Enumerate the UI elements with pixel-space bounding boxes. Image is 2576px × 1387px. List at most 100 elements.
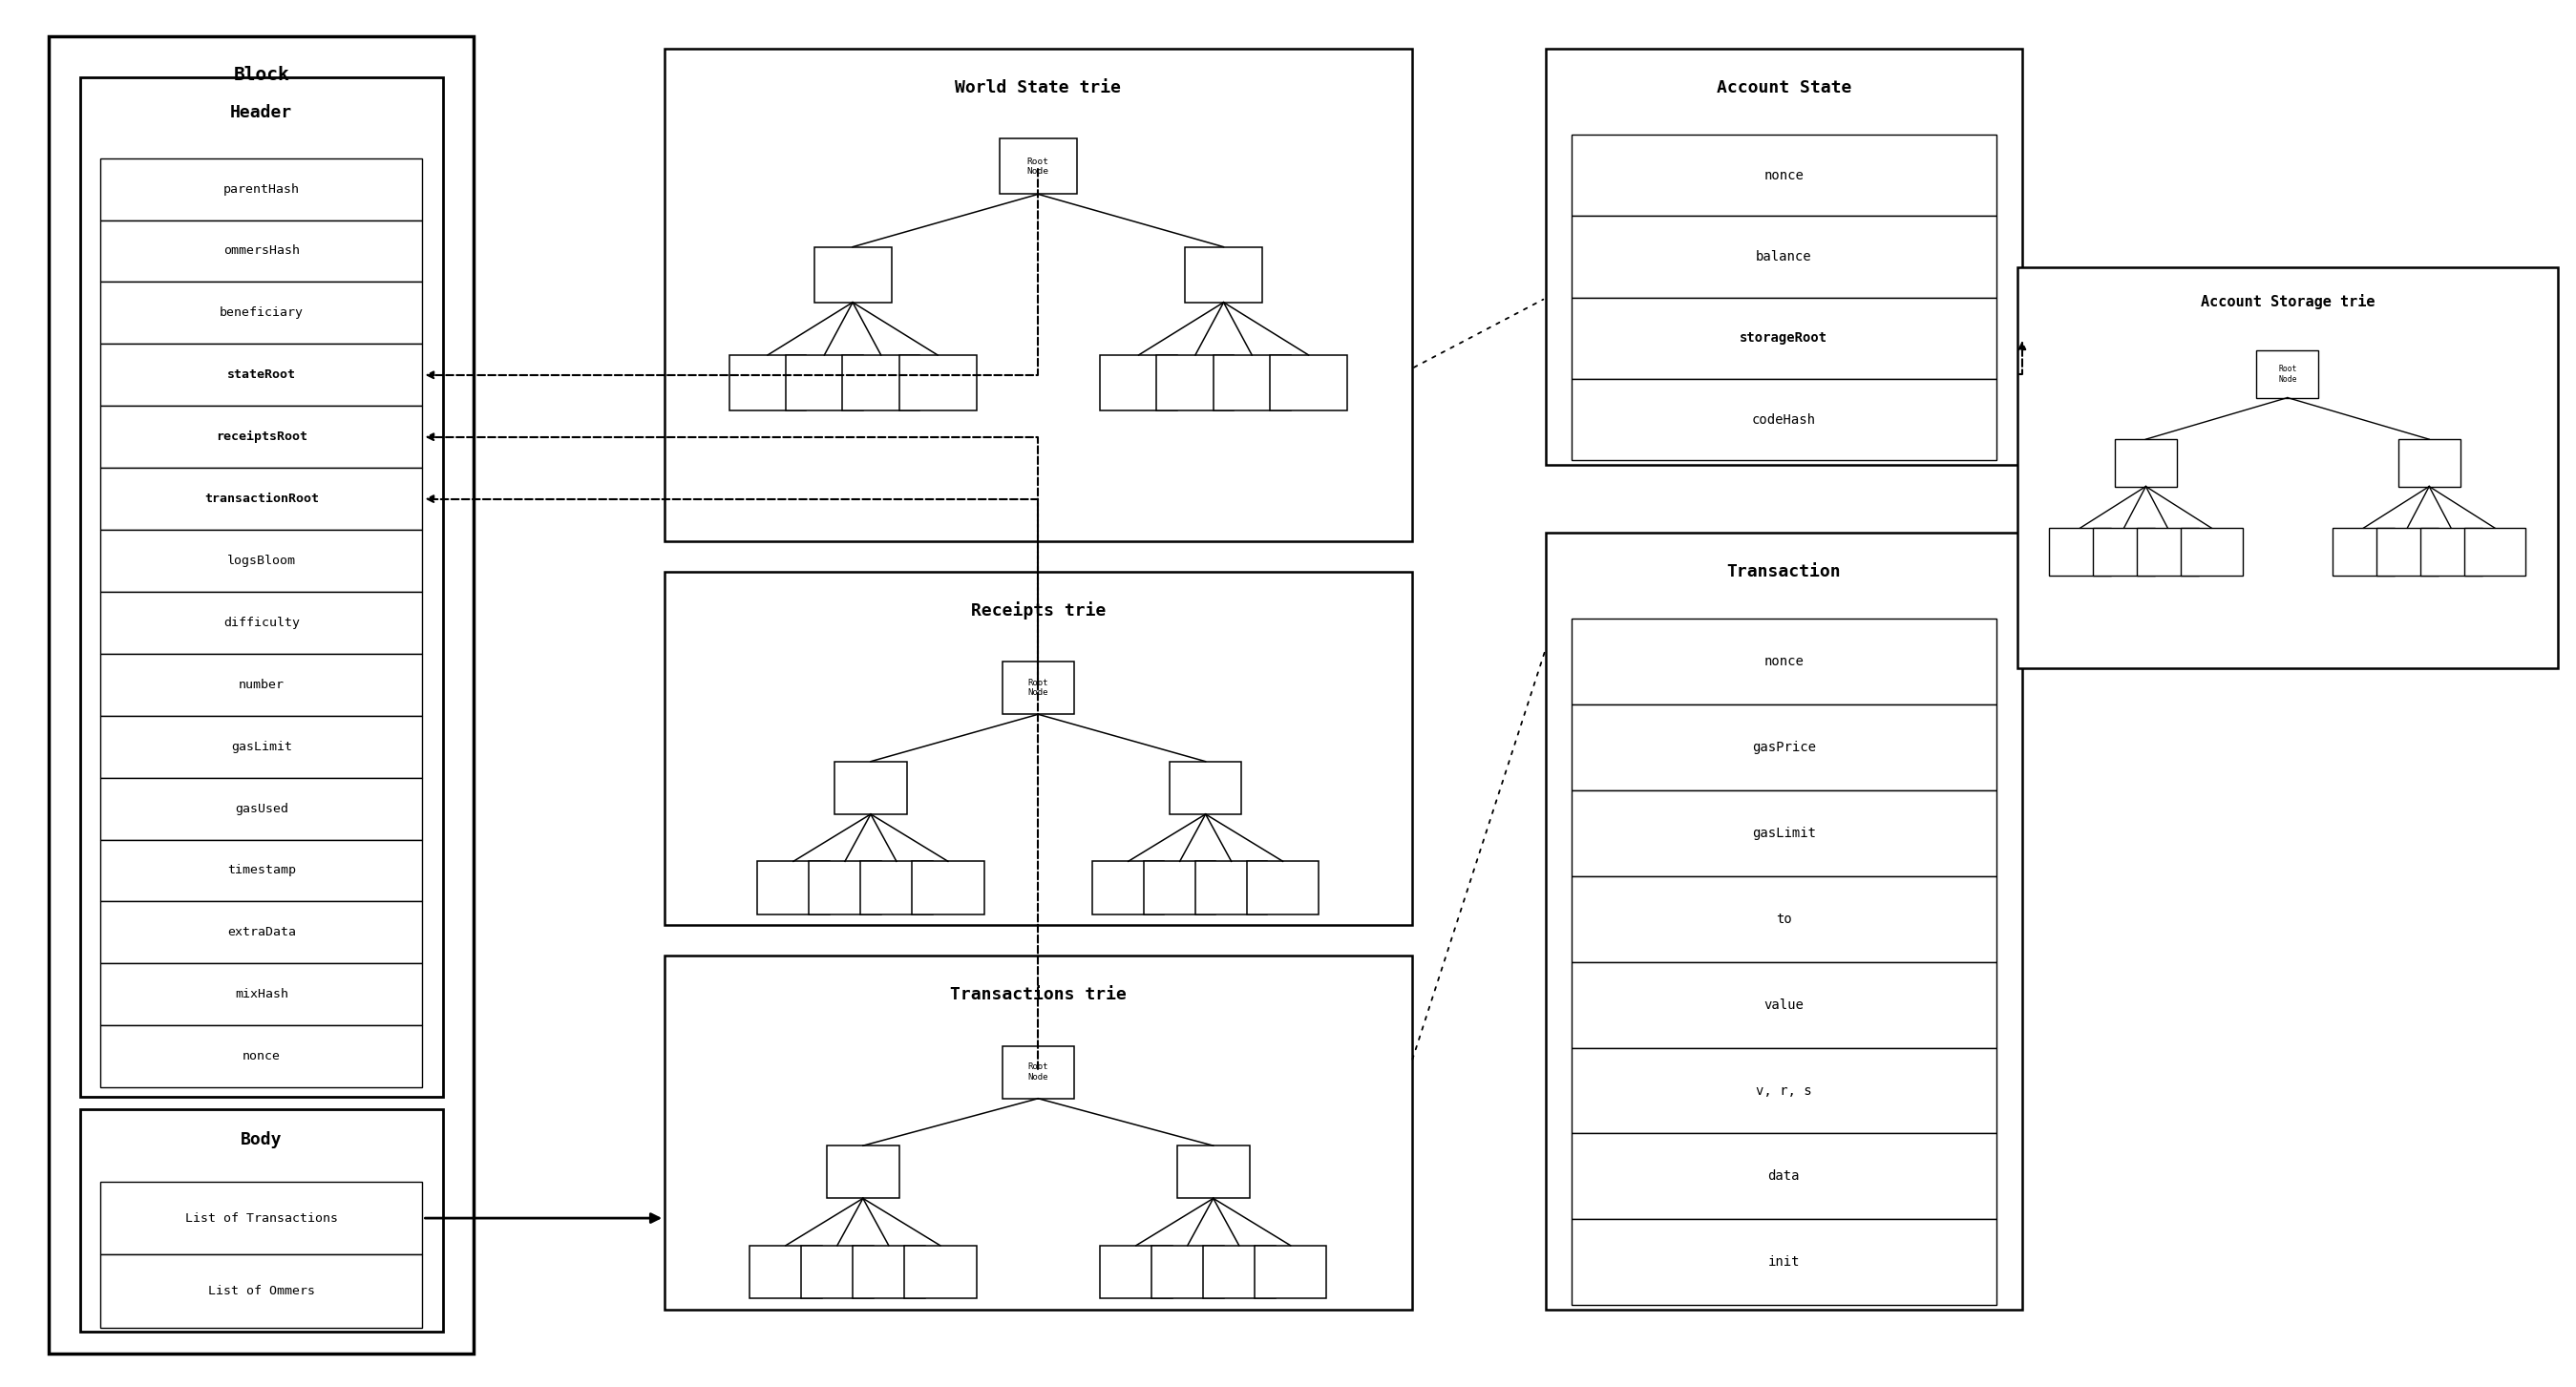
Text: Root
Node: Root Node <box>1028 1062 1048 1082</box>
FancyBboxPatch shape <box>2092 528 2154 576</box>
FancyBboxPatch shape <box>853 1246 925 1298</box>
FancyBboxPatch shape <box>100 653 422 716</box>
FancyBboxPatch shape <box>100 344 422 406</box>
FancyBboxPatch shape <box>1195 861 1267 914</box>
Text: transactionRoot: transactionRoot <box>204 492 319 505</box>
FancyBboxPatch shape <box>1270 355 1347 411</box>
FancyBboxPatch shape <box>1571 379 1996 460</box>
Text: Header: Header <box>229 104 294 121</box>
FancyBboxPatch shape <box>2257 351 2318 398</box>
FancyBboxPatch shape <box>2050 528 2112 576</box>
Text: init: init <box>1767 1255 1801 1269</box>
FancyBboxPatch shape <box>809 861 881 914</box>
Text: Root
Node: Root Node <box>2277 365 2298 383</box>
FancyBboxPatch shape <box>729 355 806 411</box>
FancyBboxPatch shape <box>1571 963 1996 1047</box>
FancyBboxPatch shape <box>100 778 422 839</box>
FancyBboxPatch shape <box>100 406 422 467</box>
FancyBboxPatch shape <box>1203 1246 1275 1298</box>
FancyBboxPatch shape <box>999 139 1077 194</box>
Text: nonce: nonce <box>1765 169 1803 182</box>
FancyBboxPatch shape <box>1151 1246 1224 1298</box>
FancyBboxPatch shape <box>100 158 422 221</box>
FancyBboxPatch shape <box>100 1025 422 1087</box>
Text: List of Transactions: List of Transactions <box>185 1212 337 1225</box>
FancyBboxPatch shape <box>899 355 976 411</box>
Text: Account State: Account State <box>1716 79 1852 96</box>
Text: gasPrice: gasPrice <box>1752 741 1816 755</box>
FancyBboxPatch shape <box>801 1246 873 1298</box>
FancyBboxPatch shape <box>2136 528 2197 576</box>
Text: number: number <box>240 678 283 691</box>
FancyBboxPatch shape <box>1002 1046 1074 1099</box>
FancyBboxPatch shape <box>1571 1047 1996 1133</box>
FancyBboxPatch shape <box>827 1146 899 1198</box>
Text: gasLimit: gasLimit <box>1752 827 1816 841</box>
FancyBboxPatch shape <box>1571 1219 1996 1305</box>
FancyBboxPatch shape <box>842 355 920 411</box>
FancyBboxPatch shape <box>100 467 422 530</box>
Text: Account Storage trie: Account Storage trie <box>2200 294 2375 309</box>
FancyBboxPatch shape <box>1255 1246 1327 1298</box>
FancyBboxPatch shape <box>750 1246 822 1298</box>
FancyBboxPatch shape <box>100 221 422 282</box>
Text: Receipts trie: Receipts trie <box>971 601 1105 620</box>
FancyBboxPatch shape <box>1144 861 1216 914</box>
FancyBboxPatch shape <box>665 571 1412 925</box>
FancyBboxPatch shape <box>1100 355 1177 411</box>
Text: balance: balance <box>1757 250 1811 264</box>
Text: extraData: extraData <box>227 927 296 939</box>
FancyBboxPatch shape <box>1247 861 1319 914</box>
FancyBboxPatch shape <box>80 78 443 1097</box>
FancyBboxPatch shape <box>1100 1246 1172 1298</box>
FancyBboxPatch shape <box>1157 355 1234 411</box>
Text: mixHash: mixHash <box>234 989 289 1000</box>
Text: parentHash: parentHash <box>224 183 299 196</box>
FancyBboxPatch shape <box>912 861 984 914</box>
Text: gasLimit: gasLimit <box>232 741 291 753</box>
Text: World State trie: World State trie <box>956 79 1121 96</box>
Text: data: data <box>1767 1169 1801 1183</box>
Text: logsBloom: logsBloom <box>227 555 296 567</box>
FancyBboxPatch shape <box>100 839 422 902</box>
Text: codeHash: codeHash <box>1752 413 1816 426</box>
Text: to: to <box>1775 913 1793 925</box>
FancyBboxPatch shape <box>100 902 422 964</box>
FancyBboxPatch shape <box>904 1246 976 1298</box>
Text: Body: Body <box>240 1132 283 1148</box>
FancyBboxPatch shape <box>100 592 422 653</box>
FancyBboxPatch shape <box>1185 247 1262 302</box>
FancyBboxPatch shape <box>100 282 422 344</box>
FancyBboxPatch shape <box>1571 298 1996 379</box>
Text: value: value <box>1765 999 1803 1011</box>
FancyBboxPatch shape <box>100 1182 422 1254</box>
FancyBboxPatch shape <box>1177 1146 1249 1198</box>
FancyBboxPatch shape <box>2115 440 2177 487</box>
FancyBboxPatch shape <box>2375 528 2437 576</box>
FancyBboxPatch shape <box>757 861 829 914</box>
FancyBboxPatch shape <box>2334 528 2396 576</box>
FancyBboxPatch shape <box>1571 619 1996 705</box>
FancyBboxPatch shape <box>835 761 907 814</box>
FancyBboxPatch shape <box>2017 268 2558 669</box>
FancyBboxPatch shape <box>1546 49 2022 465</box>
FancyBboxPatch shape <box>100 716 422 778</box>
FancyBboxPatch shape <box>1092 861 1164 914</box>
Text: v, r, s: v, r, s <box>1757 1083 1811 1097</box>
FancyBboxPatch shape <box>1571 135 1996 216</box>
FancyBboxPatch shape <box>786 355 863 411</box>
Text: Root
Node: Root Node <box>1028 678 1048 698</box>
FancyBboxPatch shape <box>100 964 422 1025</box>
FancyBboxPatch shape <box>100 530 422 592</box>
Text: gasUsed: gasUsed <box>234 803 289 814</box>
FancyBboxPatch shape <box>1213 355 1291 411</box>
FancyBboxPatch shape <box>49 36 474 1354</box>
Text: storageRoot: storageRoot <box>1739 331 1829 345</box>
Text: Root
Node: Root Node <box>1028 157 1048 176</box>
FancyBboxPatch shape <box>2463 528 2524 576</box>
Text: Block: Block <box>234 65 289 85</box>
FancyBboxPatch shape <box>1571 705 1996 791</box>
FancyBboxPatch shape <box>1002 662 1074 714</box>
Text: ommersHash: ommersHash <box>224 245 299 257</box>
FancyBboxPatch shape <box>1571 216 1996 297</box>
